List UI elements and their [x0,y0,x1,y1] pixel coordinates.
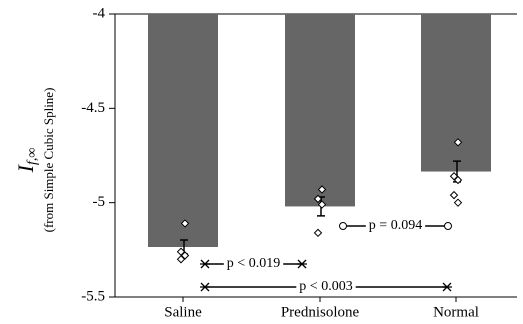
bar [148,14,218,248]
data-point [453,138,463,147]
y-label-sub: f,∞ [25,148,40,165]
data-point [313,194,323,204]
significance-end [200,259,210,269]
significance-label: p < 0.003 [299,279,352,294]
y-tick-label: -4 [93,5,106,21]
data-point [180,251,190,260]
significance-label: p = 0.094 [369,218,422,233]
data-point [453,198,463,207]
label-background [365,218,426,234]
y-label: If,∞ [13,148,40,174]
x-tick-label: Prednisolone [281,304,360,320]
significance-end [200,282,210,292]
significance-end [444,222,452,230]
data-point [449,172,459,181]
x-tick-label: Normal [433,304,479,320]
bar [421,14,491,172]
y-tick-label: -5 [93,194,106,210]
y-tick-label: -5.5 [81,288,105,304]
significance-end [297,259,307,269]
significance-end [442,282,452,292]
data-point [313,228,323,238]
significance-label: p < 0.019 [227,256,280,271]
data-point [453,175,463,185]
significance-end [339,222,347,230]
bar [285,14,355,207]
y-label-note: (from Simple Cubic Spline) [41,88,56,233]
data-point [180,219,190,228]
label-background [223,256,284,272]
data-point [317,185,327,194]
label-background [296,279,356,295]
y-label-main: I [13,163,38,173]
data-point [176,255,186,264]
data-point [317,200,327,209]
data-point [449,190,459,200]
y-tick-label: -4.5 [81,100,105,116]
x-tick-label: Saline [164,304,202,320]
